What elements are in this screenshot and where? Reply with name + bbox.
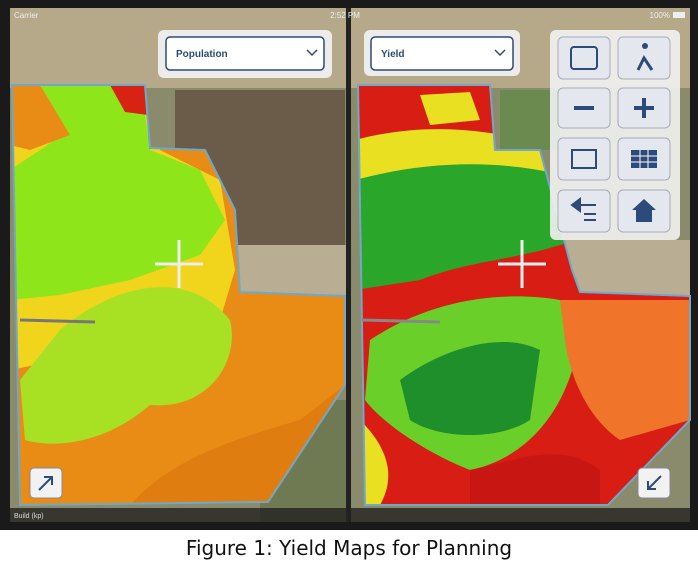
track bbox=[361, 318, 441, 324]
population-map bbox=[12, 85, 345, 505]
crosshair bbox=[155, 240, 203, 288]
legend-label: Build (kp) bbox=[14, 513, 44, 520]
zone-yellow bbox=[360, 420, 389, 505]
carrier: Carrier bbox=[14, 11, 39, 20]
icon bbox=[571, 149, 597, 169]
yield-map bbox=[358, 85, 690, 505]
zone-yellow bbox=[420, 92, 480, 125]
screenshot: Carrier 2:52 PM 100% Population Yield Bu… bbox=[0, 0, 698, 530]
field-boundary bbox=[356, 84, 691, 506]
divider bbox=[346, 8, 351, 522]
swap-button[interactable] bbox=[557, 189, 611, 233]
yield-dropdown[interactable] bbox=[370, 36, 514, 71]
legend-bar bbox=[351, 508, 690, 522]
satellite-field bbox=[230, 245, 346, 295]
battery: 100% bbox=[650, 11, 670, 20]
icon bbox=[632, 199, 656, 222]
zone-green bbox=[358, 150, 575, 290]
dropdown-chevron bbox=[306, 49, 318, 57]
map-layer-button[interactable] bbox=[557, 36, 611, 80]
icon bbox=[647, 475, 662, 490]
clock: 2:52 PM bbox=[330, 11, 360, 20]
icon bbox=[631, 150, 657, 168]
field-boundary bbox=[10, 84, 346, 507]
toolbar bbox=[550, 30, 680, 240]
dropdown-chevron bbox=[494, 49, 506, 57]
population-dropdown[interactable] bbox=[165, 36, 325, 71]
icon bbox=[570, 197, 596, 221]
legend-bar bbox=[10, 508, 346, 522]
zone-red bbox=[110, 85, 148, 115]
zone-red bbox=[470, 454, 600, 505]
icon bbox=[631, 150, 657, 168]
dropdown-label: Population bbox=[176, 49, 228, 60]
icon bbox=[570, 46, 598, 70]
icon bbox=[38, 476, 53, 491]
caption: Figure 1: Yield Maps for Planning bbox=[185, 536, 513, 560]
icon bbox=[636, 55, 654, 71]
battery-icon bbox=[673, 12, 685, 18]
zone-darkgreen bbox=[400, 341, 540, 435]
icon bbox=[642, 43, 648, 49]
zone-green bbox=[20, 287, 232, 444]
crosshair bbox=[498, 240, 546, 288]
track bbox=[19, 318, 96, 324]
screen-button[interactable] bbox=[557, 137, 611, 181]
zone-orange bbox=[560, 300, 690, 440]
dropdown-label: Yield bbox=[381, 49, 405, 60]
zone-orange bbox=[12, 85, 70, 150]
satellite-field bbox=[560, 240, 690, 295]
